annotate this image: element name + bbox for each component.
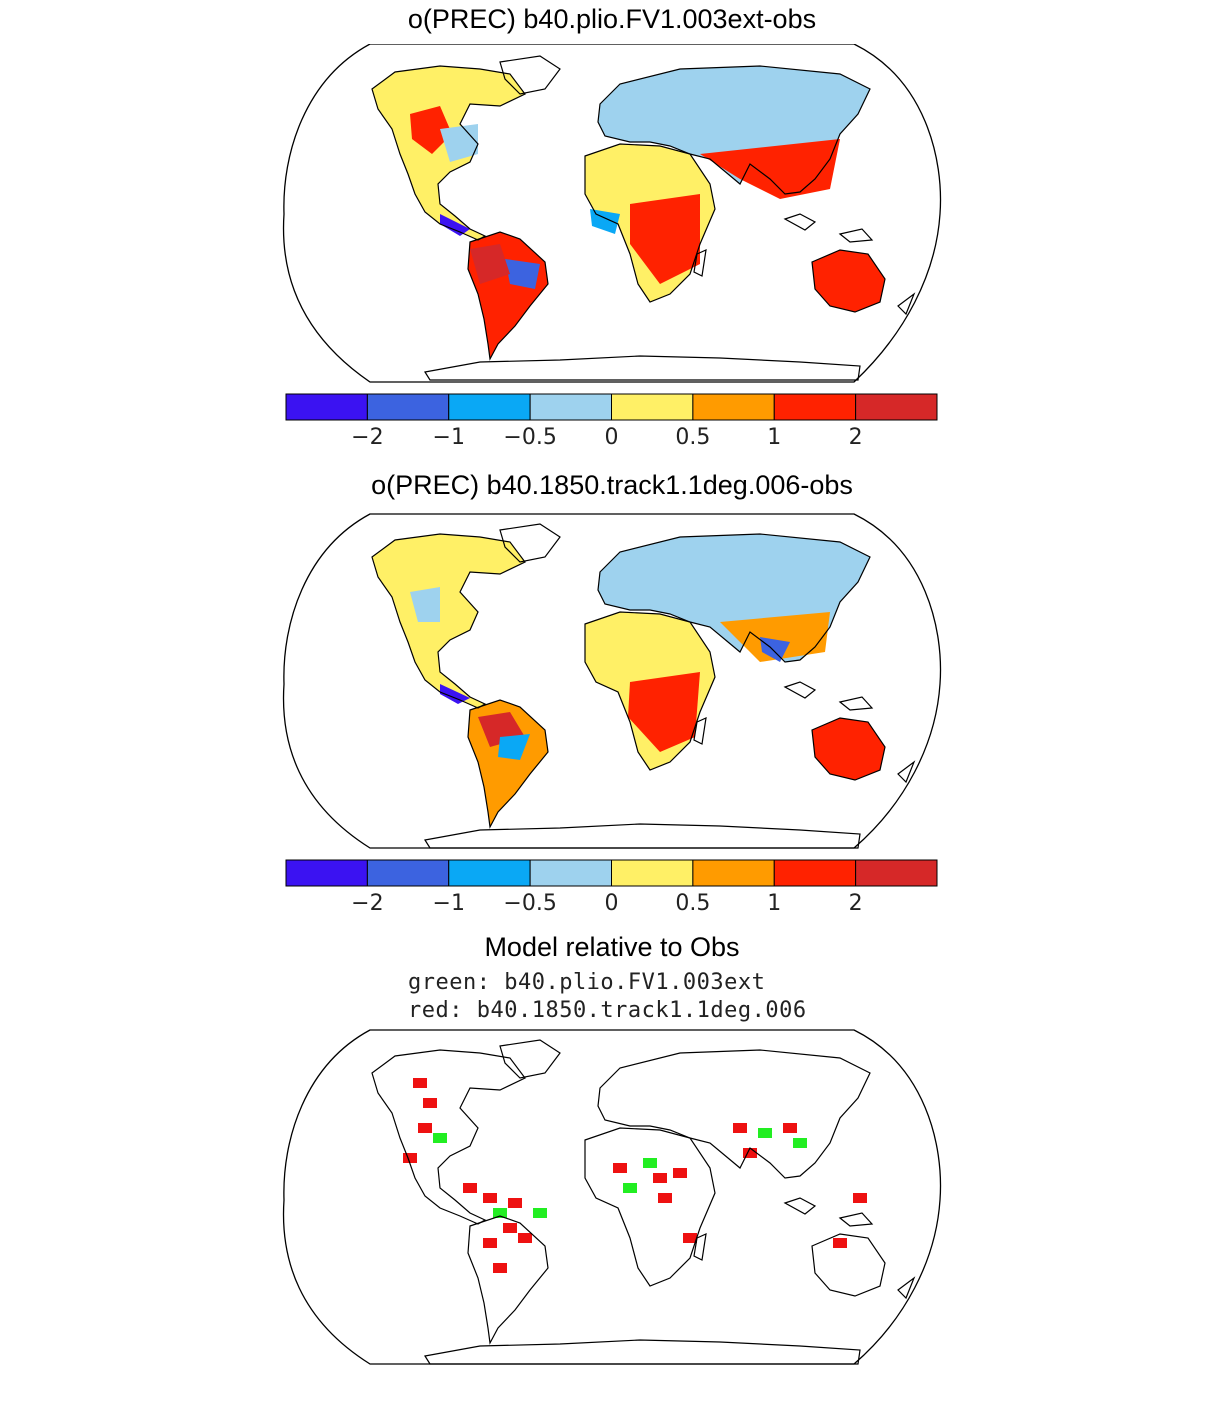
relative-cell [683,1233,697,1243]
panel3-title: Model relative to Obs [484,932,740,962]
panel2-map-fill [372,534,885,827]
legend-green-line: green: b40.plio.FV1.003ext [408,970,766,995]
panel1-title: o(PREC) b40.plio.FV1.003ext-obs [407,4,817,34]
colorbar-swatch [611,859,694,887]
relative-cell [673,1168,687,1178]
colorbar-swatch [366,859,450,887]
relative-cell [503,1223,517,1233]
relative-cell [483,1238,497,1248]
colorbar-tick-label: 0 [605,891,619,916]
relative-cell [733,1123,747,1133]
colorbar-tick-label: 1 [767,891,781,916]
colorbar-swatch [692,393,775,421]
precip-region [470,244,510,284]
panel1-coastlines [371,55,916,381]
relative-cell [483,1193,497,1203]
precip-region [760,637,790,662]
panel1-map [282,44,942,383]
relative-cell [658,1193,672,1203]
colorbar-swatch [773,393,857,421]
colorbar-swatch [692,859,775,887]
colorbar-tick-label: −1 [433,425,465,450]
panel3-map-border [282,1029,942,1365]
precip-region [410,587,440,622]
relative-cell [758,1128,772,1138]
precip-region [628,672,700,752]
colorbar-tick-label: 2 [849,891,863,916]
relative-cell [518,1233,532,1243]
precip-region [812,718,885,780]
relative-cell [423,1098,437,1108]
panel2-map-border [282,513,942,849]
relative-cell [433,1133,447,1143]
colorbar-tick-label: −2 [351,425,383,450]
precip-region [372,534,525,708]
colorbar-tick-label: 1 [767,425,781,450]
relative-cell [403,1153,417,1163]
colorbar-swatch [855,393,938,421]
relative-cell [783,1123,797,1133]
panel2-title: o(PREC) b40.1850.track1.1deg.006-obs [371,470,853,500]
relative-cell [743,1148,757,1158]
relative-cell [508,1198,522,1208]
relative-cell [418,1123,432,1133]
relative-cell [833,1238,847,1248]
colorbar-swatch [855,859,938,887]
panel2-map [282,513,942,849]
panel1-map-border [282,44,942,383]
precip-region [700,139,840,199]
colorbar-swatch [285,393,368,421]
precip-region [812,250,885,312]
colorbar-tick-label: −2 [351,891,383,916]
panel3-map-fill [403,1078,867,1273]
relative-cell [493,1263,507,1273]
colorbar-tick-label: −0.5 [503,425,556,450]
precip-region [498,734,530,760]
colorbar-tick-label: 0.5 [675,891,710,916]
precip-region [440,684,470,704]
colorbar-tick-label: 0.5 [675,425,710,450]
relative-cell [463,1183,477,1193]
colorbar-swatch [529,393,612,421]
relative-cell [853,1193,867,1203]
colorbar-swatch [611,393,694,421]
relative-cell [413,1078,427,1088]
colorbar-swatch [448,859,531,887]
precip-region [630,194,700,284]
precip-region [440,214,470,236]
precip-region [410,106,452,154]
panel3-map [282,1029,942,1365]
colorbar-tick-label: −0.5 [503,891,556,916]
colorbar-tick-label: 0 [605,425,619,450]
relative-cell [533,1208,547,1218]
relative-cell [643,1158,657,1168]
legend-red-line: red: b40.1850.track1.1deg.006 [408,998,807,1023]
colorbar-swatch [529,859,612,887]
panel1-colorbar: −2 −1 −0.5 0 0.5 1 2 [285,393,938,450]
relative-cell [793,1138,807,1148]
colorbar-swatch [448,393,531,421]
panel2-colorbar: −2 −1 −0.5 0 0.5 1 2 [285,859,938,916]
panel2-coastlines [371,523,916,849]
relative-cell [613,1163,627,1173]
colorbar-swatch [773,859,857,887]
colorbar-swatch [285,859,368,887]
precip-region [720,612,830,662]
relative-cell [653,1173,667,1183]
relative-cell [493,1208,507,1218]
colorbar-tick-label: −1 [433,891,465,916]
relative-cell [623,1183,637,1193]
panel3-coastlines [371,1039,916,1365]
colorbar-swatch [366,393,450,421]
colorbar-tick-label: 2 [849,425,863,450]
panel1-map-fill [372,66,885,359]
precip-region [505,259,540,289]
